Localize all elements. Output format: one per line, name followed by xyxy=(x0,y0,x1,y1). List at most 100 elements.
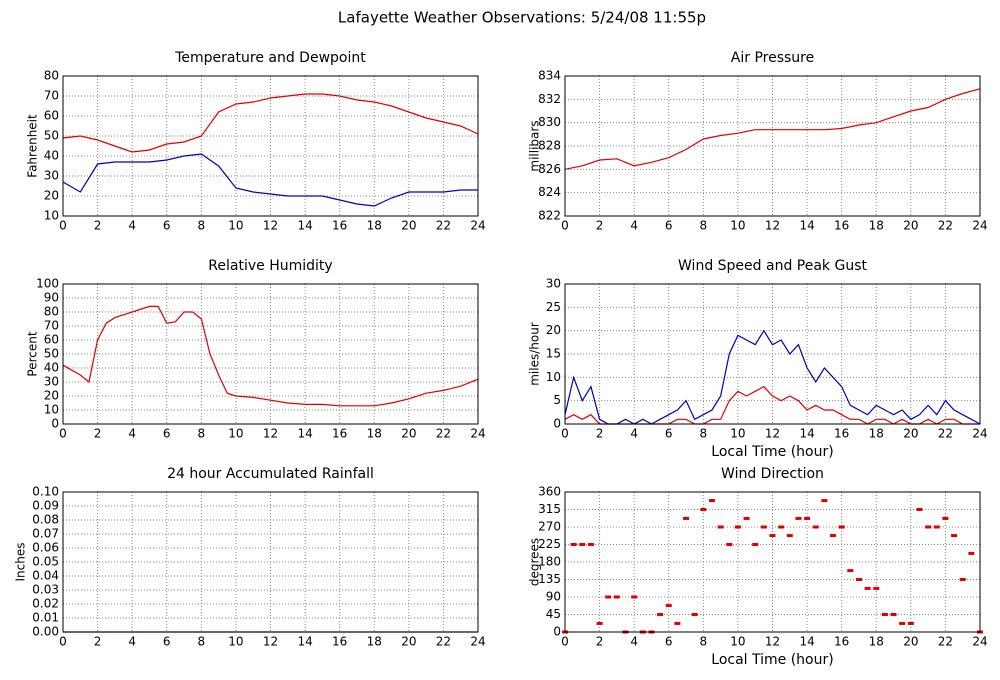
x-tick-label: 6 xyxy=(163,427,171,441)
data-point xyxy=(907,621,914,625)
plot-border xyxy=(62,491,479,633)
x-tick-label: 8 xyxy=(198,427,206,441)
y-tick-label: 0.08 xyxy=(32,513,59,527)
data-point xyxy=(605,595,612,599)
x-tick-label: 10 xyxy=(730,219,745,233)
data-point xyxy=(942,516,949,520)
x-tick-label: 8 xyxy=(700,427,708,441)
y-tick-label: 80 xyxy=(44,305,59,319)
chart-title: Wind Direction xyxy=(721,466,824,482)
chart-title: 24 hour Accumulated Rainfall xyxy=(167,466,374,482)
y-tick-label: 830 xyxy=(538,115,561,129)
data-point xyxy=(864,586,871,590)
x-tick-label: 6 xyxy=(163,635,171,649)
data-point xyxy=(700,508,707,511)
y-tick-label: 315 xyxy=(538,502,561,516)
data-point xyxy=(838,525,845,529)
x-tick-label: 0 xyxy=(59,427,67,441)
data-line xyxy=(564,88,981,170)
x-tick-label: 6 xyxy=(163,219,171,233)
x-tick-label: 4 xyxy=(630,635,638,649)
y-tick-label: 180 xyxy=(538,555,561,569)
y-tick-label: 10 xyxy=(44,403,59,417)
data-point xyxy=(933,525,940,529)
x-tick-label: 4 xyxy=(128,427,136,441)
x-tick-label: 14 xyxy=(297,427,312,441)
x-tick-label: 12 xyxy=(263,219,278,233)
y-tick-label: 60 xyxy=(44,333,59,347)
y-tick-label: 30 xyxy=(546,277,561,291)
y-tick-label: 0.07 xyxy=(32,527,59,541)
y-axis-label: miles/hour xyxy=(528,322,542,386)
chart-title: Relative Humidity xyxy=(208,258,332,274)
x-tick-label: 2 xyxy=(94,635,102,649)
data-point xyxy=(795,516,802,520)
x-tick-label: 8 xyxy=(700,219,708,233)
y-tick-label: 20 xyxy=(44,189,59,203)
x-tick-label: 22 xyxy=(436,635,451,649)
y-tick-label: 0.03 xyxy=(32,583,59,597)
x-tick-label: 20 xyxy=(401,219,416,233)
data-point xyxy=(951,534,958,538)
x-tick-label: 10 xyxy=(730,427,745,441)
x-tick-label: 2 xyxy=(94,219,102,233)
x-tick-label: 6 xyxy=(665,219,673,233)
y-tick-label: 10 xyxy=(44,209,59,223)
y-tick-label: 70 xyxy=(44,319,59,333)
data-point xyxy=(778,525,785,529)
data-point xyxy=(613,595,620,599)
y-tick-label: 0.04 xyxy=(32,569,59,583)
x-tick-label: 10 xyxy=(730,635,745,649)
plot-border xyxy=(62,283,479,425)
plot-border xyxy=(564,75,981,217)
data-point xyxy=(804,516,811,520)
x-tick-label: 22 xyxy=(436,427,451,441)
data-point xyxy=(873,586,880,590)
y-tick-label: 30 xyxy=(44,169,59,183)
data-point xyxy=(596,621,603,625)
data-point xyxy=(579,543,586,546)
x-tick-label: 24 xyxy=(972,219,987,233)
data-point xyxy=(821,499,828,503)
y-tick-label: 40 xyxy=(44,149,59,163)
data-point xyxy=(812,525,819,529)
x-tick-label: 12 xyxy=(263,427,278,441)
data-point xyxy=(769,534,776,538)
y-tick-label: 828 xyxy=(538,139,561,153)
x-tick-label: 22 xyxy=(436,219,451,233)
y-tick-label: 25 xyxy=(546,300,561,314)
y-tick-label: 80 xyxy=(44,69,59,83)
x-tick-label: 4 xyxy=(128,219,136,233)
data-point xyxy=(570,543,577,546)
x-axis-label: Local Time (hour) xyxy=(711,652,833,668)
x-tick-label: 0 xyxy=(561,219,569,233)
y-tick-label: 826 xyxy=(538,162,561,176)
y-axis-label: Percent xyxy=(26,331,40,376)
x-tick-label: 16 xyxy=(834,427,849,441)
x-tick-label: 14 xyxy=(297,219,312,233)
plot-border xyxy=(564,283,981,425)
data-line xyxy=(62,93,479,153)
x-tick-label: 20 xyxy=(401,635,416,649)
x-tick-label: 2 xyxy=(596,219,604,233)
x-tick-label: 16 xyxy=(332,219,347,233)
page-title: Lafayette Weather Observations: 5/24/08 … xyxy=(338,9,706,27)
data-point xyxy=(752,543,759,546)
x-tick-label: 24 xyxy=(470,427,485,441)
y-tick-label: 0 xyxy=(553,625,561,639)
x-tick-label: 24 xyxy=(470,635,485,649)
x-tick-label: 12 xyxy=(263,635,278,649)
x-tick-label: 18 xyxy=(869,427,884,441)
data-point xyxy=(959,578,966,581)
chart-title: Wind Speed and Peak Gust xyxy=(678,258,867,274)
y-tick-label: 0 xyxy=(51,417,59,431)
data-point xyxy=(631,595,638,599)
y-tick-label: 50 xyxy=(44,347,59,361)
x-tick-label: 0 xyxy=(561,427,569,441)
y-tick-label: 0.09 xyxy=(32,499,59,513)
x-tick-label: 14 xyxy=(799,219,814,233)
x-tick-label: 18 xyxy=(869,219,884,233)
x-tick-label: 20 xyxy=(401,427,416,441)
chart-title: Air Pressure xyxy=(731,50,814,66)
